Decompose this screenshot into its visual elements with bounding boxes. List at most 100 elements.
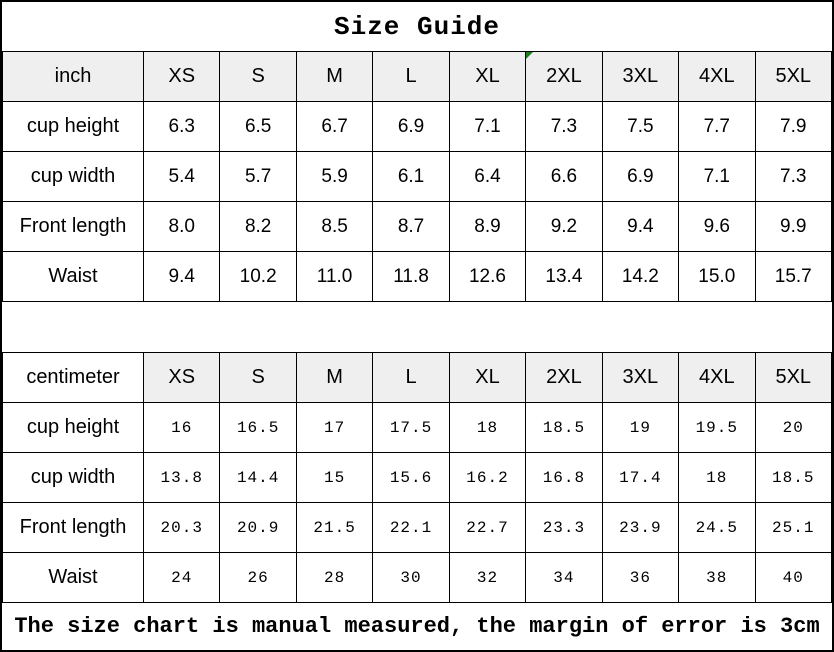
value-cell: 14.2	[601, 251, 680, 302]
size-header-cell: S	[219, 352, 297, 403]
value-cell: 9.4	[601, 201, 680, 252]
value-cell: 13.4	[525, 251, 603, 302]
value-cell: 24	[142, 552, 221, 603]
value-cell: 21.5	[295, 502, 374, 553]
measurement-row: Front length 8.0 8.2 8.5 8.7 8.9 9.2 9.4 9.6 9.9	[2, 201, 832, 252]
value-cell: 18.5	[754, 452, 832, 503]
value-cell: 15.6	[372, 452, 450, 503]
value-cell: 18	[678, 452, 756, 503]
size-header-cell: 4XL	[678, 51, 756, 102]
value-cell: 8.9	[448, 201, 527, 252]
size-header-cell: 2XL	[525, 51, 603, 102]
value-cell: 20.3	[142, 502, 221, 553]
measurement-label-cell: cup width	[2, 452, 144, 503]
value-cell: 24.5	[678, 502, 756, 553]
value-cell: 22.1	[372, 502, 450, 553]
value-cell: 12.6	[448, 251, 527, 302]
value-cell: 14.4	[219, 452, 297, 503]
value-cell: 6.1	[372, 151, 450, 202]
size-header-cell: M	[295, 352, 374, 403]
value-cell: 36	[601, 552, 680, 603]
value-cell: 7.3	[754, 151, 832, 202]
value-cell: 28	[295, 552, 374, 603]
measurement-label-cell: cup height	[2, 402, 144, 453]
value-cell: 16.2	[448, 452, 527, 503]
size-header-cell: XL	[448, 352, 527, 403]
measurement-row: cup width 5.4 5.7 5.9 6.1 6.4 6.6 6.9 7.1 7.3	[2, 151, 832, 202]
value-cell: 16.5	[219, 402, 297, 453]
measurement-label-cell: cup width	[2, 151, 144, 202]
measurement-label-cell: Waist	[2, 552, 144, 603]
value-cell: 20.9	[219, 502, 297, 553]
value-cell: 7.1	[678, 151, 756, 202]
measurement-row: Front length 20.3 20.9 21.5 22.1 22.7 23.3 23.9…	[2, 502, 832, 553]
value-cell: 6.7	[295, 101, 374, 152]
value-cell: 18	[448, 402, 527, 453]
size-table-inch: inch XS S M L XL 2XL 3XL 4XL 5XL cup height 6.3 6.5 6…	[2, 51, 832, 302]
value-cell: 8.2	[219, 201, 297, 252]
measurement-row: cup height 16 16.5 17 17.5 18 18.5 19 19.5 20	[2, 402, 832, 453]
value-cell: 22.7	[448, 502, 527, 553]
value-cell: 30	[372, 552, 450, 603]
size-header-cell: XS	[142, 51, 221, 102]
value-cell: 7.5	[601, 101, 680, 152]
measurement-row: cup width 13.8 14.4 15 15.6 16.2 16.8 17.4 18 18.…	[2, 452, 832, 503]
size-header-cell: 4XL	[678, 352, 756, 403]
value-cell: 6.9	[601, 151, 680, 202]
size-header-cell: 5XL	[754, 51, 832, 102]
value-cell: 17	[295, 402, 374, 453]
value-cell: 9.6	[678, 201, 756, 252]
value-cell: 6.6	[525, 151, 603, 202]
value-cell: 5.4	[142, 151, 221, 202]
value-cell: 23.9	[601, 502, 680, 553]
value-cell: 7.7	[678, 101, 756, 152]
measurement-label-cell: cup height	[2, 101, 144, 152]
measurement-row: Waist 9.4 10.2 11.0 11.8 12.6 13.4 14.2 15.0 15.7	[2, 251, 832, 302]
value-cell: 34	[525, 552, 603, 603]
size-header-cell: XS	[142, 352, 221, 403]
size-table-centimeter: centimeter XS S M L XL 2XL 3XL 4XL 5XL cup height 1…	[2, 352, 832, 603]
value-cell: 7.9	[754, 101, 832, 152]
value-cell: 6.3	[142, 101, 221, 152]
page-title: Size Guide	[333, 11, 501, 42]
value-cell: 15.7	[754, 251, 832, 302]
size-header-cell: 2XL	[525, 352, 603, 403]
cell-flag-icon	[526, 52, 534, 59]
value-cell: 20	[754, 402, 832, 453]
value-cell: 11.8	[372, 251, 450, 302]
value-cell: 8.5	[295, 201, 374, 252]
value-cell: 5.7	[219, 151, 297, 202]
size-header-cell: L	[372, 51, 450, 102]
value-cell: 7.1	[448, 101, 527, 152]
value-cell: 19	[601, 402, 680, 453]
value-cell: 19.5	[678, 402, 756, 453]
measurement-label-cell: Waist	[2, 251, 144, 302]
size-header-cell: 3XL	[601, 51, 680, 102]
size-header-cell: 3XL	[601, 352, 680, 403]
value-cell: 9.9	[754, 201, 832, 252]
measurement-row: Waist 24 26 28 30 32 34 36 38 40	[2, 552, 832, 603]
spacer-row	[2, 302, 832, 352]
value-cell: 9.4	[142, 251, 221, 302]
value-cell: 38	[678, 552, 756, 603]
value-cell: 13.8	[142, 452, 221, 503]
measurement-label-cell: Front length	[2, 201, 144, 252]
size-header-cell: M	[295, 51, 374, 102]
measurement-row: cup height 6.3 6.5 6.7 6.9 7.1 7.3 7.5 7.7 7.9	[2, 101, 832, 152]
size-header-cell: XL	[448, 51, 527, 102]
value-cell: 6.5	[219, 101, 297, 152]
value-cell: 15	[295, 452, 374, 503]
value-cell: 16.8	[525, 452, 603, 503]
value-cell: 11.0	[295, 251, 374, 302]
measurement-label-cell: Front length	[2, 502, 144, 553]
footer-note: The size chart is manual measured, the m…	[14, 614, 820, 639]
value-cell: 17.4	[601, 452, 680, 503]
value-cell: 7.3	[525, 101, 603, 152]
value-cell: 10.2	[219, 251, 297, 302]
value-cell: 40	[754, 552, 832, 603]
unit-label-cell: centimeter	[2, 352, 144, 403]
value-cell: 15.0	[678, 251, 756, 302]
value-cell: 16	[142, 402, 221, 453]
value-cell: 25.1	[754, 502, 832, 553]
value-cell: 8.0	[142, 201, 221, 252]
